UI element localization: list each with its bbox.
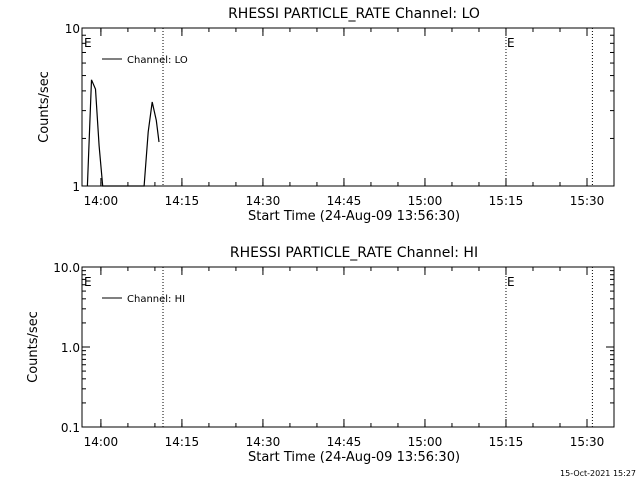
x-tick-label: 15:15 (489, 194, 524, 208)
plot-frame (81, 27, 615, 187)
x-tick-label: 14:00 (84, 194, 119, 208)
x-tick-label: 15:00 (408, 194, 443, 208)
chart-panel-2: RHESSI PARTICLE_RATE Channel: HI 14:00 14:… (26, 245, 615, 465)
y-tick-label: 10 (65, 22, 80, 36)
x-tick-label: 14:45 (327, 194, 362, 208)
event-marker-label: E (507, 36, 515, 50)
x-tick-label: 15:30 (570, 435, 605, 449)
chart-panel-1: RHESSI PARTICLE_RATE Channel: LO 14:00 14:… (37, 6, 615, 224)
generation-timestamp: 15-Oct-2021 15:27 (560, 469, 636, 478)
y-axis-label: Counts/sec (37, 71, 52, 143)
x-axis-label: Start Time (24-Aug-09 13:56:30) (248, 450, 460, 465)
event-marker-label: E (84, 36, 92, 50)
x-tick-label: 14:15 (165, 435, 200, 449)
x-tick-label: 14:30 (246, 194, 281, 208)
chart-title: RHESSI PARTICLE_RATE Channel: LO (228, 6, 480, 22)
x-tick-label: 14:15 (165, 194, 200, 208)
x-tick-label: 15:15 (489, 435, 524, 449)
plot-frame (81, 266, 615, 428)
event-marker-label: E (507, 275, 515, 289)
x-tick-label: 15:00 (408, 435, 443, 449)
legend-label: Channel: LO (127, 55, 188, 66)
y-axis-label: Counts/sec (26, 311, 41, 383)
y-tick-label: 10.0 (53, 261, 80, 275)
chart-title: RHESSI PARTICLE_RATE Channel: HI (230, 245, 478, 261)
x-axis-label: Start Time (24-Aug-09 13:56:30) (248, 209, 460, 224)
series-line (86, 79, 160, 187)
y-tick-label: 1 (72, 180, 80, 194)
x-tick-label: 14:00 (84, 435, 119, 449)
x-tick-label: 14:45 (327, 435, 362, 449)
event-marker-label: E (84, 275, 92, 289)
legend-label: Channel: HI (127, 294, 185, 305)
y-tick-label: 1.0 (61, 341, 80, 355)
x-tick-label: 15:30 (570, 194, 605, 208)
x-tick-label: 14:30 (246, 435, 281, 449)
y-tick-label: 0.1 (61, 421, 80, 435)
